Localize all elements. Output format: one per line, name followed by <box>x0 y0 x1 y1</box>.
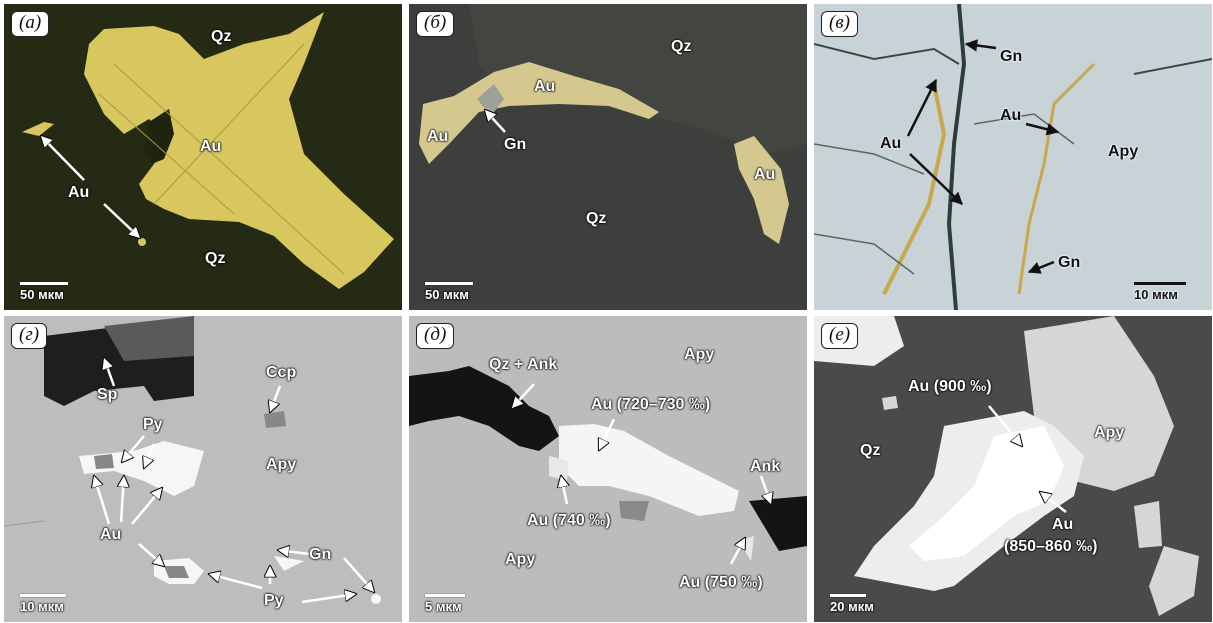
scale-label: 5 мкм <box>425 599 462 614</box>
scale-label: 10 мкм <box>20 599 64 614</box>
mineral-label-apy: Apy <box>1108 143 1139 160</box>
panel-d-image <box>4 316 402 622</box>
panel-a-arrows <box>4 4 402 310</box>
mineral-label-sp: Sp <box>97 386 118 403</box>
scale-label: 50 мкм <box>20 287 64 302</box>
mineral-label-au: Au <box>200 138 222 155</box>
mineral-label-au: Au <box>880 135 902 152</box>
mineral-label-au: Au <box>68 184 90 201</box>
mineral-label-apy: Apy <box>505 551 536 568</box>
mineral-label-au-750: Au (750 ‰) <box>679 574 763 591</box>
mineral-label-ccp: Ccp <box>266 364 297 381</box>
scale-bar-c: 10 мкм <box>1134 282 1186 302</box>
panel-c-image <box>814 4 1212 310</box>
mineral-label-py: Py <box>143 416 163 433</box>
mineral-label-apy: Apy <box>684 346 715 363</box>
micrograph-panel-a: (а) Qz Au Au Qz 50 мкм <box>4 4 402 310</box>
mineral-label-au-720: Au (720–730 ‰) <box>591 396 711 413</box>
micrograph-panel-c: (в) Gn Au Au Apy Gn 10 мкм <box>814 4 1212 310</box>
panel-d-arrows <box>4 316 402 604</box>
scale-label: 20 мкм <box>830 599 874 614</box>
panel-a-image <box>4 4 402 310</box>
mineral-label-au-900: Au (900 ‰) <box>908 378 992 395</box>
panel-e-arrows <box>409 383 807 565</box>
panel-e-label: (д) <box>416 323 455 349</box>
panel-c-label: (в) <box>821 11 858 37</box>
mineral-label-gn: Gn <box>1058 254 1081 271</box>
panel-a-label: (а) <box>11 11 50 37</box>
micrograph-panel-e: (д) Qz + Ank Apy Au (720–730 ‰) Ank Au (… <box>409 316 807 622</box>
scale-bar-a: 50 мкм <box>20 282 68 302</box>
mineral-label-qz: Qz <box>586 210 607 227</box>
mineral-label-au: Au <box>1000 107 1022 124</box>
panel-f-label: (е) <box>821 323 859 349</box>
mineral-label-au: Au <box>534 78 556 95</box>
mineral-label-qz: Qz <box>671 38 692 55</box>
mineral-label-qz: Qz <box>860 442 881 459</box>
panel-b-arrows <box>409 4 506 133</box>
scale-bar-e: 5 мкм <box>425 594 465 614</box>
mineral-label-apy: Apy <box>1094 424 1125 441</box>
mineral-label-py: Py <box>264 592 284 609</box>
micrograph-panel-b: (б) Qz Au Au Gn Qz Au 50 мкм <box>409 4 807 310</box>
mineral-label-au: Au <box>754 166 776 183</box>
panel-b-image <box>409 4 807 310</box>
micrograph-panel-f: (е) Au (900 ‰) Qz Apy Au (850–860 ‰) 20 … <box>814 316 1212 622</box>
mineral-label-au: Au <box>1052 516 1074 533</box>
mineral-label-gn: Gn <box>504 136 527 153</box>
mineral-label-qz-ank: Qz + Ank <box>489 356 558 373</box>
scale-bar-b: 50 мкм <box>425 282 473 302</box>
scale-bar-f: 20 мкм <box>830 594 874 614</box>
mineral-label-au: Au <box>427 128 449 145</box>
mineral-label-apy: Apy <box>266 456 297 473</box>
panel-d-label: (г) <box>11 323 48 349</box>
mineral-label-qz: Qz <box>211 28 232 45</box>
panel-c-arrows <box>906 39 1060 274</box>
micrograph-panel-d: (г) Sp Ccp Py Apy Au Gn Py 10 мкм <box>4 316 402 622</box>
mineral-label-ank: Ank <box>750 458 781 475</box>
mineral-label-au-850: (850–860 ‰) <box>1004 538 1098 555</box>
mineral-label-gn: Gn <box>309 546 332 563</box>
mineral-label-au: Au <box>100 526 122 543</box>
panel-f-arrows <box>988 405 1067 513</box>
mineral-label-au-740: Au (740 ‰) <box>527 512 611 529</box>
panel-b-label: (б) <box>416 11 455 37</box>
scale-label: 10 мкм <box>1134 287 1178 302</box>
mineral-label-gn: Gn <box>1000 48 1023 65</box>
scale-label: 50 мкм <box>425 287 469 302</box>
scale-bar-d: 10 мкм <box>20 594 66 614</box>
panel-f-image <box>814 316 1212 622</box>
mineral-label-qz: Qz <box>205 250 226 267</box>
